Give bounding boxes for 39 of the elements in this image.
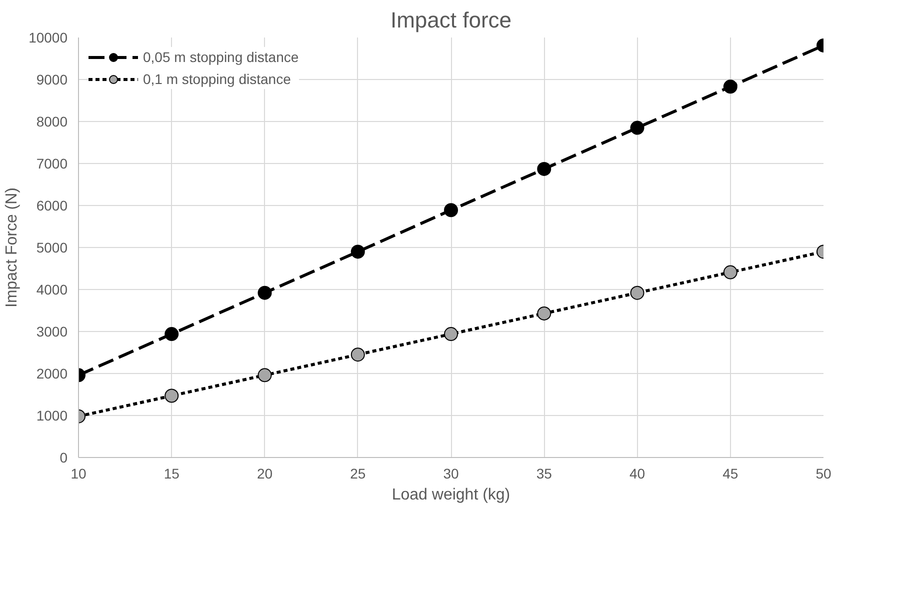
y-tick-label: 4000	[36, 282, 68, 298]
point	[444, 203, 458, 218]
point	[630, 286, 644, 300]
y-tick-label: 3000	[36, 324, 68, 340]
x-tick-label: 50	[816, 466, 832, 482]
chart-title: Impact force	[390, 8, 512, 32]
y-tick-label: 6000	[36, 198, 68, 214]
x-tick-label: 20	[256, 466, 273, 482]
x-tick-label: 15	[164, 466, 180, 482]
point	[350, 244, 365, 259]
point	[630, 120, 644, 135]
point	[537, 306, 552, 320]
y-tick-label: 0	[60, 450, 68, 466]
y-tick-label: 5000	[36, 240, 68, 256]
point	[164, 388, 179, 403]
point	[164, 327, 179, 342]
point	[444, 327, 458, 342]
y-tick-label: 1000	[36, 408, 68, 424]
x-tick-label: 25	[350, 466, 366, 482]
x-tick-label: 35	[536, 466, 552, 482]
y-tick-label: 7000	[36, 156, 68, 172]
point	[723, 80, 738, 94]
y-tick-label: 2000	[36, 366, 68, 382]
x-axis-title: Load weight (kg)	[392, 486, 510, 504]
y-tick-label: 10000	[28, 30, 68, 46]
point	[258, 286, 272, 300]
x-tick-label: 40	[629, 466, 646, 482]
legend-label: 0,1 m stopping distance	[143, 71, 291, 87]
point	[258, 368, 272, 382]
y-tick-label: 9000	[36, 72, 68, 88]
point	[537, 162, 552, 176]
x-tick-label: 10	[70, 466, 86, 482]
point	[350, 348, 365, 362]
x-tick-label: 45	[722, 466, 738, 482]
y-axis-title: Impact Force (N)	[4, 187, 21, 308]
y-tick-label: 8000	[36, 114, 68, 130]
legend-label: 0,05 m stopping distance	[143, 49, 299, 65]
point	[723, 265, 738, 280]
x-tick-label: 30	[443, 466, 459, 482]
